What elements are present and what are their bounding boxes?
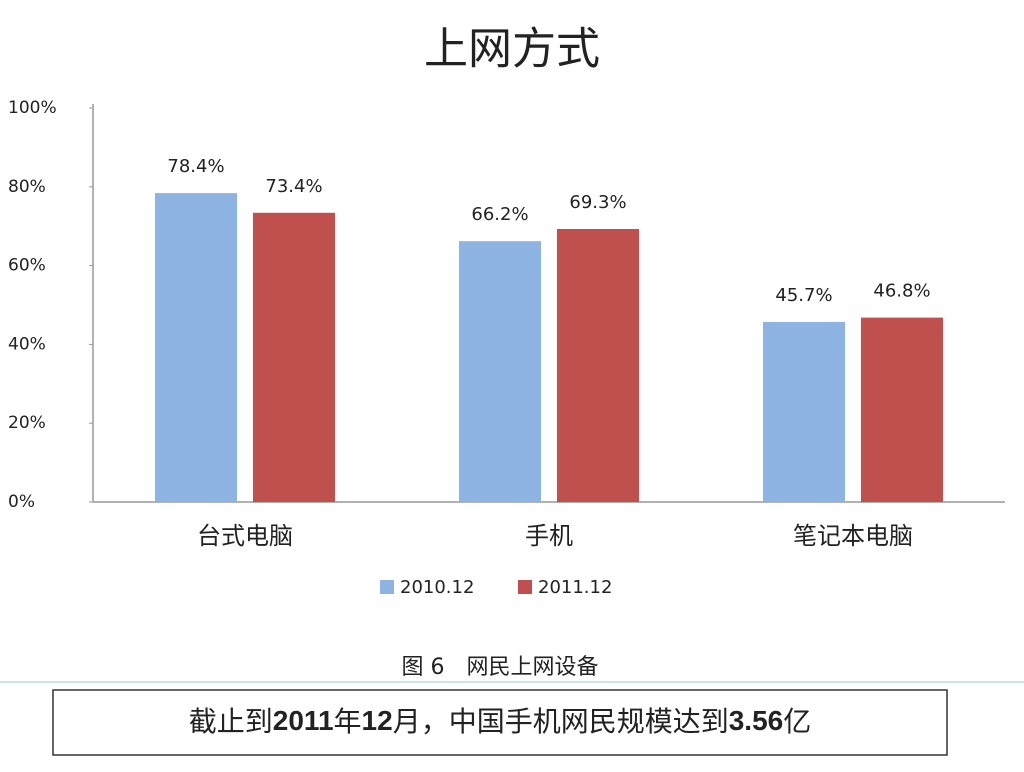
x-tick-label: 手机 <box>525 522 573 550</box>
bar <box>763 321 845 502</box>
value-label: 78.4% <box>167 156 224 177</box>
bar <box>861 317 943 502</box>
legend-swatch <box>518 580 532 594</box>
note-box <box>52 689 948 756</box>
note-part: 年 <box>334 705 362 738</box>
value-label: 69.3% <box>569 192 626 213</box>
bar <box>155 193 237 502</box>
value-label: 46.8% <box>873 281 930 302</box>
y-tick-label: 0% <box>8 492 35 512</box>
note-text: 截止到2011年12月，中国手机网民规模达到3.56亿 <box>189 705 811 738</box>
bar <box>459 241 541 502</box>
value-label: 45.7% <box>775 285 832 306</box>
note-part: 12 <box>362 705 393 736</box>
legend-swatch <box>380 580 394 594</box>
bar <box>557 228 639 502</box>
legend-label: 2010.12 <box>400 577 474 598</box>
y-tick-label: 60% <box>8 256 46 276</box>
note-part: 亿 <box>783 705 811 738</box>
caption: 图 6 网民上网设备 <box>402 655 599 680</box>
note-part: 月，中国手机网民规模达到 <box>393 705 729 738</box>
bar <box>253 212 335 502</box>
note-part: 3.56 <box>729 705 784 736</box>
note-part: 2011 <box>273 705 334 736</box>
legend-label: 2011.12 <box>538 577 612 598</box>
y-tick-label: 100% <box>8 98 57 118</box>
value-label: 66.2% <box>471 204 528 225</box>
slide-title: 上网方式 <box>424 24 600 75</box>
note-part: 截止到 <box>189 705 273 738</box>
y-tick-label: 80% <box>8 177 46 197</box>
y-tick-label: 40% <box>8 334 46 354</box>
y-tick-label: 20% <box>8 413 46 433</box>
x-tick-label: 台式电脑 <box>197 522 293 550</box>
x-tick-label: 笔记本电脑 <box>793 522 913 550</box>
value-label: 73.4% <box>265 176 322 197</box>
